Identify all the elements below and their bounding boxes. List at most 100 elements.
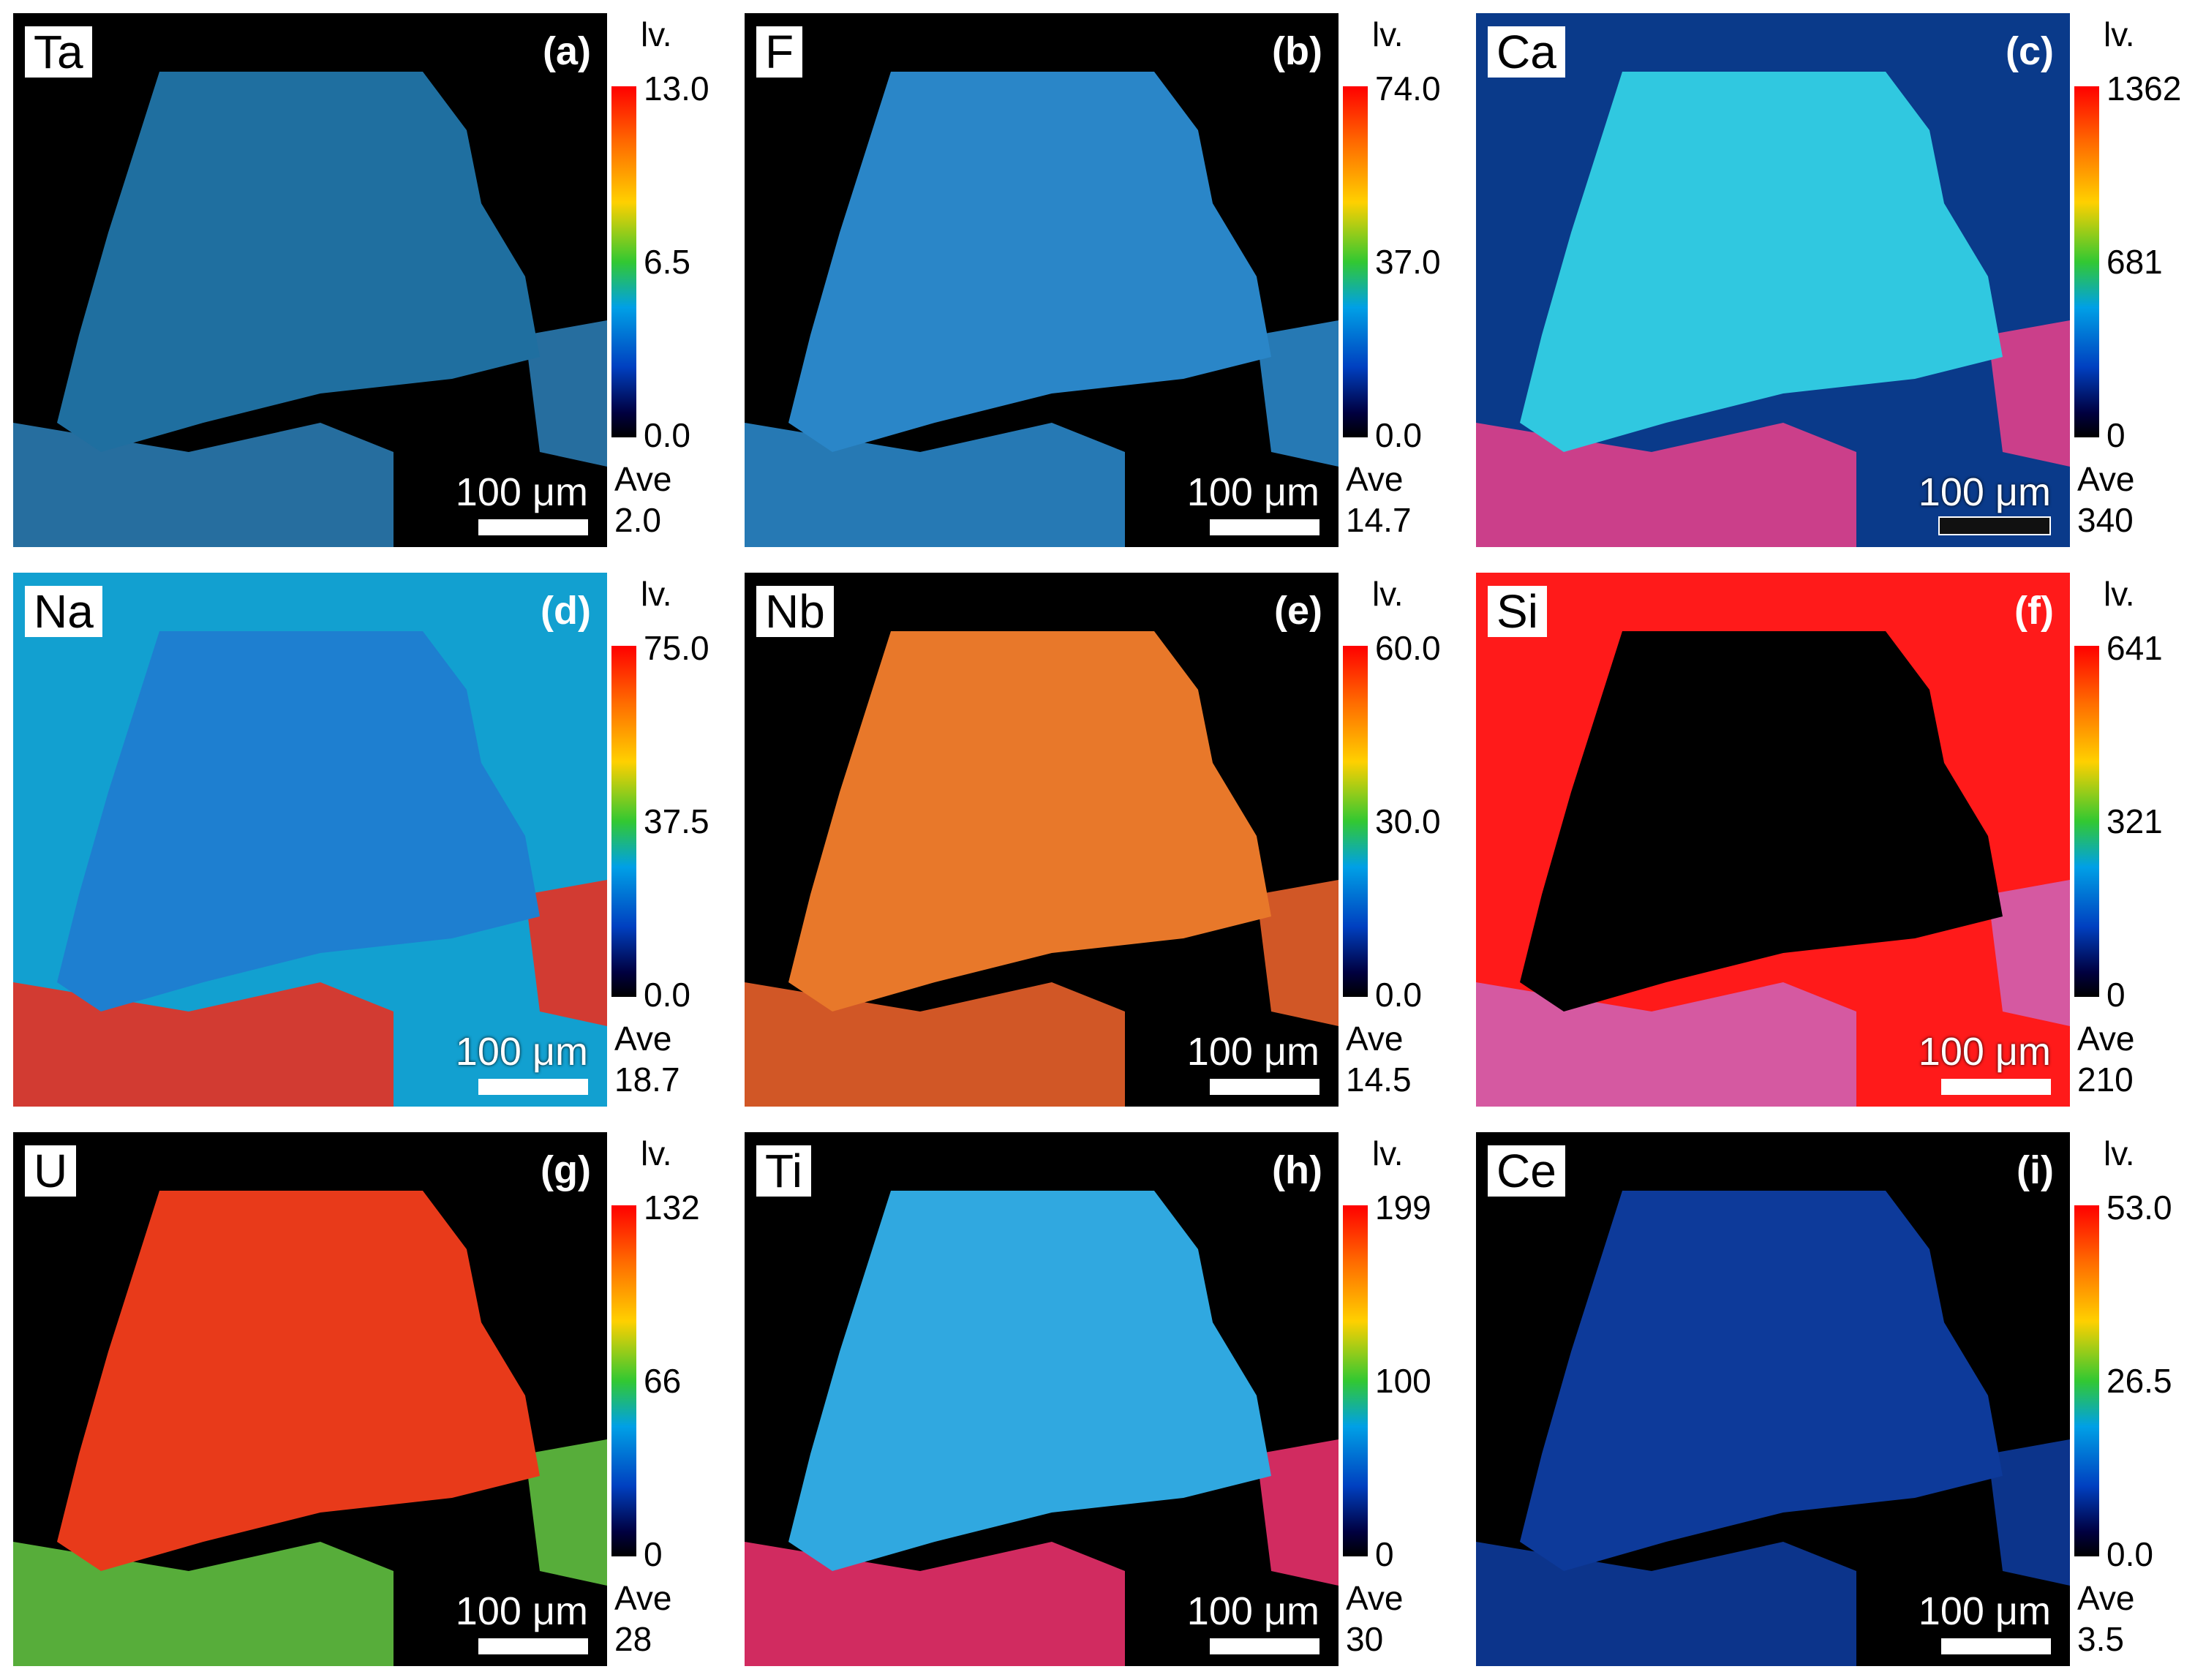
- colorbar: lv. 53.0 26.5 0.0 Ave 3.5: [2074, 1132, 2194, 1666]
- colorbar-gradient: [1343, 1205, 1368, 1556]
- colorbar-mid-label: 321: [2106, 802, 2163, 840]
- map-drawing: [13, 573, 607, 1107]
- average-label: Ave: [2077, 1579, 2135, 1617]
- element-label: Na: [25, 586, 102, 637]
- panel-letter: (g): [541, 1148, 591, 1192]
- colorbar-unit-label: lv.: [641, 575, 672, 613]
- colorbar: lv. 74.0 37.0 0.0 Ave 14.7: [1343, 13, 1463, 547]
- colorbar: lv. 1362 681 0 Ave 340: [2074, 13, 2194, 547]
- adjacent-mineral-region: [1476, 320, 2070, 547]
- scale-bar-label: 100 μm: [1918, 470, 2051, 514]
- scale-bar-label: 100 μm: [1918, 1030, 2051, 1074]
- adjacent-mineral-region: [1476, 880, 2070, 1107]
- element-map-panel: Ce (i) 100 μm lv. 53.0 26.5 0.0 Ave 3.5: [1463, 1119, 2194, 1675]
- element-map-panel: F (b) 100 μm lv. 74.0 37.0 0.0 Ave 14.7: [731, 0, 1463, 556]
- colorbar-unit-label: lv.: [641, 1134, 672, 1172]
- colorbar-mid-label: 100: [1375, 1362, 1431, 1400]
- element-label: Ta: [25, 26, 92, 78]
- colorbar-gradient: [2074, 646, 2099, 997]
- adjacent-mineral-region: [745, 880, 1339, 1107]
- scale-bar: [1210, 1079, 1319, 1095]
- average-value: 210: [2077, 1061, 2134, 1099]
- crystal-grain-region: [788, 72, 1271, 452]
- adjacent-mineral-region: [1476, 1439, 2070, 1666]
- element-label: Si: [1488, 586, 1547, 637]
- element-map-panel: Ca (c) 100 μm lv. 1362 681 0 Ave 340: [1463, 0, 2194, 556]
- element-map-image: Ta (a) 100 μm: [13, 13, 607, 547]
- colorbar-unit-label: lv.: [1372, 575, 1404, 613]
- element-map-image: Na (d) 100 μm: [13, 573, 607, 1107]
- map-drawing: [1476, 13, 2070, 547]
- colorbar-unit-label: lv.: [2104, 15, 2135, 53]
- average-value: 14.5: [1346, 1061, 1412, 1099]
- scale-bar-label: 100 μm: [455, 1030, 588, 1074]
- panel-letter: (b): [1272, 29, 1322, 73]
- average-label: Ave: [2077, 1020, 2135, 1058]
- average-label: Ave: [1346, 1020, 1404, 1058]
- scale-bar-label: 100 μm: [1918, 1589, 2051, 1633]
- average-value: 28: [614, 1620, 652, 1658]
- average-label: Ave: [614, 1579, 672, 1617]
- colorbar-mid-label: 66: [644, 1362, 682, 1400]
- colorbar-gradient: [1343, 646, 1368, 997]
- crystal-grain-region: [788, 1191, 1271, 1571]
- colorbar-mid-label: 37.0: [1375, 243, 1441, 281]
- colorbar-max-label: 74.0: [1375, 69, 1441, 108]
- element-map-panel: Si (f) 100 μm lv. 641 321 0 Ave 210: [1463, 560, 2194, 1115]
- element-map-panel: Ti (h) 100 μm lv. 199 100 0 Ave 30: [731, 1119, 1463, 1675]
- panel-letter: (d): [541, 589, 591, 633]
- crystal-grain-region: [1520, 72, 2003, 452]
- colorbar-gradient: [611, 1205, 636, 1556]
- colorbar-mid-label: 37.5: [644, 802, 709, 840]
- colorbar-unit-label: lv.: [641, 15, 672, 53]
- colorbar-max-label: 132: [644, 1189, 700, 1227]
- colorbar-min-label: 0: [2106, 976, 2126, 1014]
- colorbar: lv. 75.0 37.5 0.0 Ave 18.7: [611, 573, 731, 1107]
- map-drawing: [13, 1132, 607, 1666]
- scale-bar-label: 100 μm: [1186, 1030, 1319, 1074]
- colorbar-gradient: [2074, 1205, 2099, 1556]
- panel-letter: (i): [2017, 1148, 2054, 1192]
- average-value: 30: [1346, 1620, 1384, 1658]
- colorbar-mid-label: 26.5: [2106, 1362, 2172, 1400]
- colorbar-max-label: 13.0: [644, 69, 709, 108]
- colorbar-mid-label: 30.0: [1375, 802, 1441, 840]
- average-label: Ave: [1346, 460, 1404, 498]
- colorbar-min-label: 0: [1375, 1535, 1394, 1573]
- map-drawing: [1476, 573, 2070, 1107]
- colorbar-max-label: 60.0: [1375, 629, 1441, 667]
- scale-bar: [1938, 516, 2051, 535]
- element-map-image: F (b) 100 μm: [745, 13, 1339, 547]
- adjacent-mineral-region: [13, 1439, 607, 1666]
- colorbar: lv. 199 100 0 Ave 30: [1343, 1132, 1463, 1666]
- average-label: Ave: [614, 1020, 672, 1058]
- average-label: Ave: [1346, 1579, 1404, 1617]
- colorbar: lv. 13.0 6.5 0.0 Ave 2.0: [611, 13, 731, 547]
- colorbar-min-label: 0.0: [1375, 416, 1422, 454]
- element-map-image: U (g) 100 μm: [13, 1132, 607, 1666]
- crystal-grain-region: [57, 1191, 540, 1571]
- colorbar-unit-label: lv.: [1372, 1134, 1404, 1172]
- map-drawing: [1476, 1132, 2070, 1666]
- average-label: Ave: [2077, 460, 2135, 498]
- average-value: 3.5: [2077, 1620, 2124, 1658]
- scale-bar-label: 100 μm: [455, 1589, 588, 1633]
- element-map-image: Ce (i) 100 μm: [1476, 1132, 2070, 1666]
- colorbar-mid-label: 6.5: [644, 243, 690, 281]
- scale-bar-label: 100 μm: [1186, 1589, 1319, 1633]
- average-value: 2.0: [614, 501, 661, 539]
- colorbar-max-label: 75.0: [644, 629, 709, 667]
- scale-bar: [1941, 1638, 2051, 1654]
- adjacent-mineral-region: [13, 880, 607, 1107]
- map-drawing: [745, 573, 1339, 1107]
- panel-letter: (h): [1272, 1148, 1322, 1192]
- colorbar-max-label: 199: [1375, 1189, 1431, 1227]
- crystal-grain-region: [57, 631, 540, 1012]
- crystal-grain-region: [788, 631, 1271, 1012]
- scale-bar: [1210, 519, 1319, 535]
- scale-bar: [478, 1079, 588, 1095]
- average-value: 14.7: [1346, 501, 1412, 539]
- element-map-panel: Na (d) 100 μm lv. 75.0 37.5 0.0 Ave 18.7: [0, 560, 731, 1115]
- crystal-grain-region: [1520, 631, 2003, 1012]
